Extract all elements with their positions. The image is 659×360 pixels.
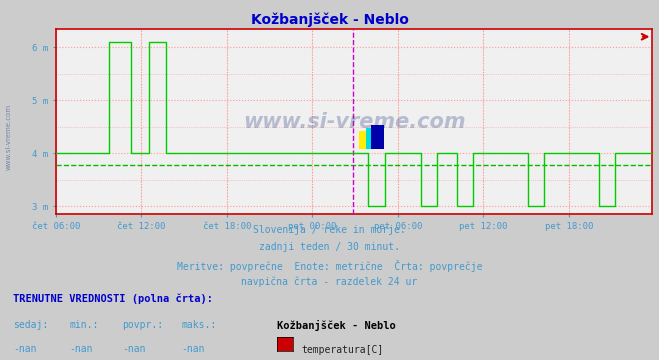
Text: Kožbanjšček - Neblo: Kožbanjšček - Neblo (277, 320, 395, 332)
Text: Slovenija / reke in morje.: Slovenija / reke in morje. (253, 225, 406, 235)
Bar (371, 125, 384, 149)
Text: -nan: -nan (181, 344, 205, 354)
Text: -nan: -nan (13, 344, 37, 354)
Text: -nan: -nan (69, 344, 93, 354)
Text: zadnji teden / 30 minut.: zadnji teden / 30 minut. (259, 242, 400, 252)
Text: Meritve: povprečne  Enote: metrične  Črta: povprečje: Meritve: povprečne Enote: metrične Črta:… (177, 260, 482, 271)
Text: www.si-vreme.com: www.si-vreme.com (243, 112, 465, 131)
Bar (358, 131, 372, 149)
Text: min.:: min.: (69, 320, 99, 330)
Text: TRENUTNE VREDNOSTI (polna črta):: TRENUTNE VREDNOSTI (polna črta): (13, 293, 213, 304)
Text: navpična črta - razdelek 24 ur: navpična črta - razdelek 24 ur (241, 277, 418, 287)
Text: temperatura[C]: temperatura[C] (302, 345, 384, 355)
Text: maks.:: maks.: (181, 320, 216, 330)
Text: -nan: -nan (122, 344, 146, 354)
Text: www.si-vreme.com: www.si-vreme.com (5, 104, 11, 170)
Text: sedaj:: sedaj: (13, 320, 48, 330)
Text: Kožbanjšček - Neblo: Kožbanjšček - Neblo (250, 13, 409, 27)
Text: povpr.:: povpr.: (122, 320, 163, 330)
Bar (366, 127, 378, 149)
